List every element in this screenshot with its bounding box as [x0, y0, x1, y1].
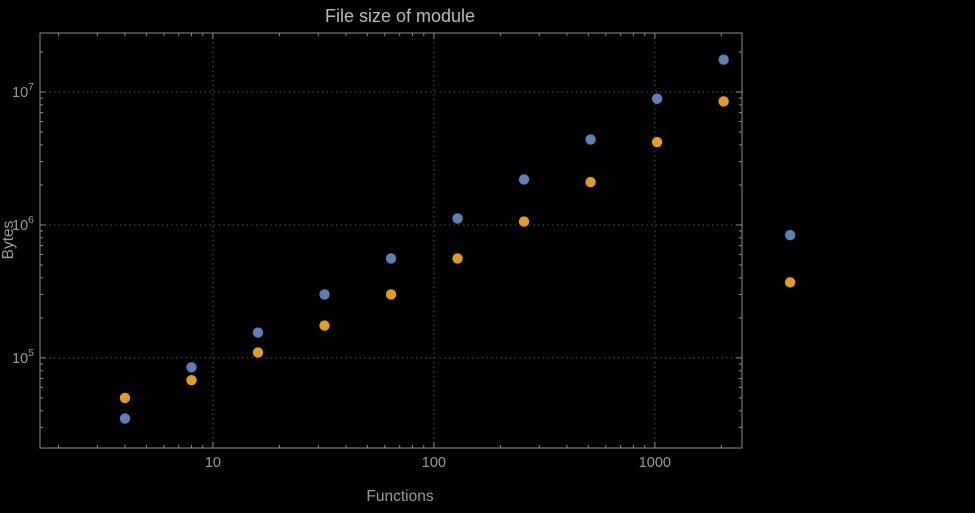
chart-title: File size of module: [325, 6, 475, 26]
x-tick-label: 100: [422, 455, 446, 471]
y-tick-label: 106: [12, 214, 34, 234]
y-axis-label: Bytes: [0, 220, 17, 259]
axis-ticks: [40, 33, 742, 448]
point-series-1-blue: [385, 253, 397, 264]
point-series-2-orange: [252, 347, 264, 358]
point-series-1-blue: [452, 213, 463, 224]
point-series-2-orange: [651, 136, 663, 148]
x-tick-labels: 10 100 1000: [205, 455, 671, 471]
point-series-1-blue: [186, 362, 197, 373]
point-series-1-blue: [585, 134, 596, 145]
x-tick-label: 1000: [639, 455, 671, 471]
point-series-2-orange: [186, 374, 197, 386]
data-points: [119, 54, 796, 424]
point-series-2-orange: [452, 253, 463, 264]
x-tick-label: 10: [205, 455, 221, 471]
x-axis-label: Functions: [366, 488, 433, 505]
point-series-2-orange: [518, 216, 530, 227]
point-series-2-orange: [319, 320, 330, 331]
point-series-1-blue: [119, 413, 131, 424]
y-tick-label: 107: [12, 81, 34, 101]
gridlines: [40, 33, 742, 448]
y-tick-labels: 105 106 107: [12, 81, 34, 367]
y-tick-label: 105: [12, 347, 34, 367]
point-series-1-blue: [319, 289, 330, 300]
point-series-2-orange: [784, 277, 796, 288]
point-series-1-blue: [718, 54, 729, 65]
point-series-1-blue: [252, 327, 264, 338]
point-series-1-blue: [518, 174, 530, 185]
plot-frame: [39, 32, 743, 449]
point-series-2-orange: [385, 289, 397, 300]
point-series-2-orange: [119, 392, 131, 404]
point-series-2-orange: [718, 96, 729, 107]
point-series-1-blue: [784, 229, 796, 241]
point-series-2-orange: [585, 176, 596, 188]
point-series-1-blue: [651, 93, 663, 104]
